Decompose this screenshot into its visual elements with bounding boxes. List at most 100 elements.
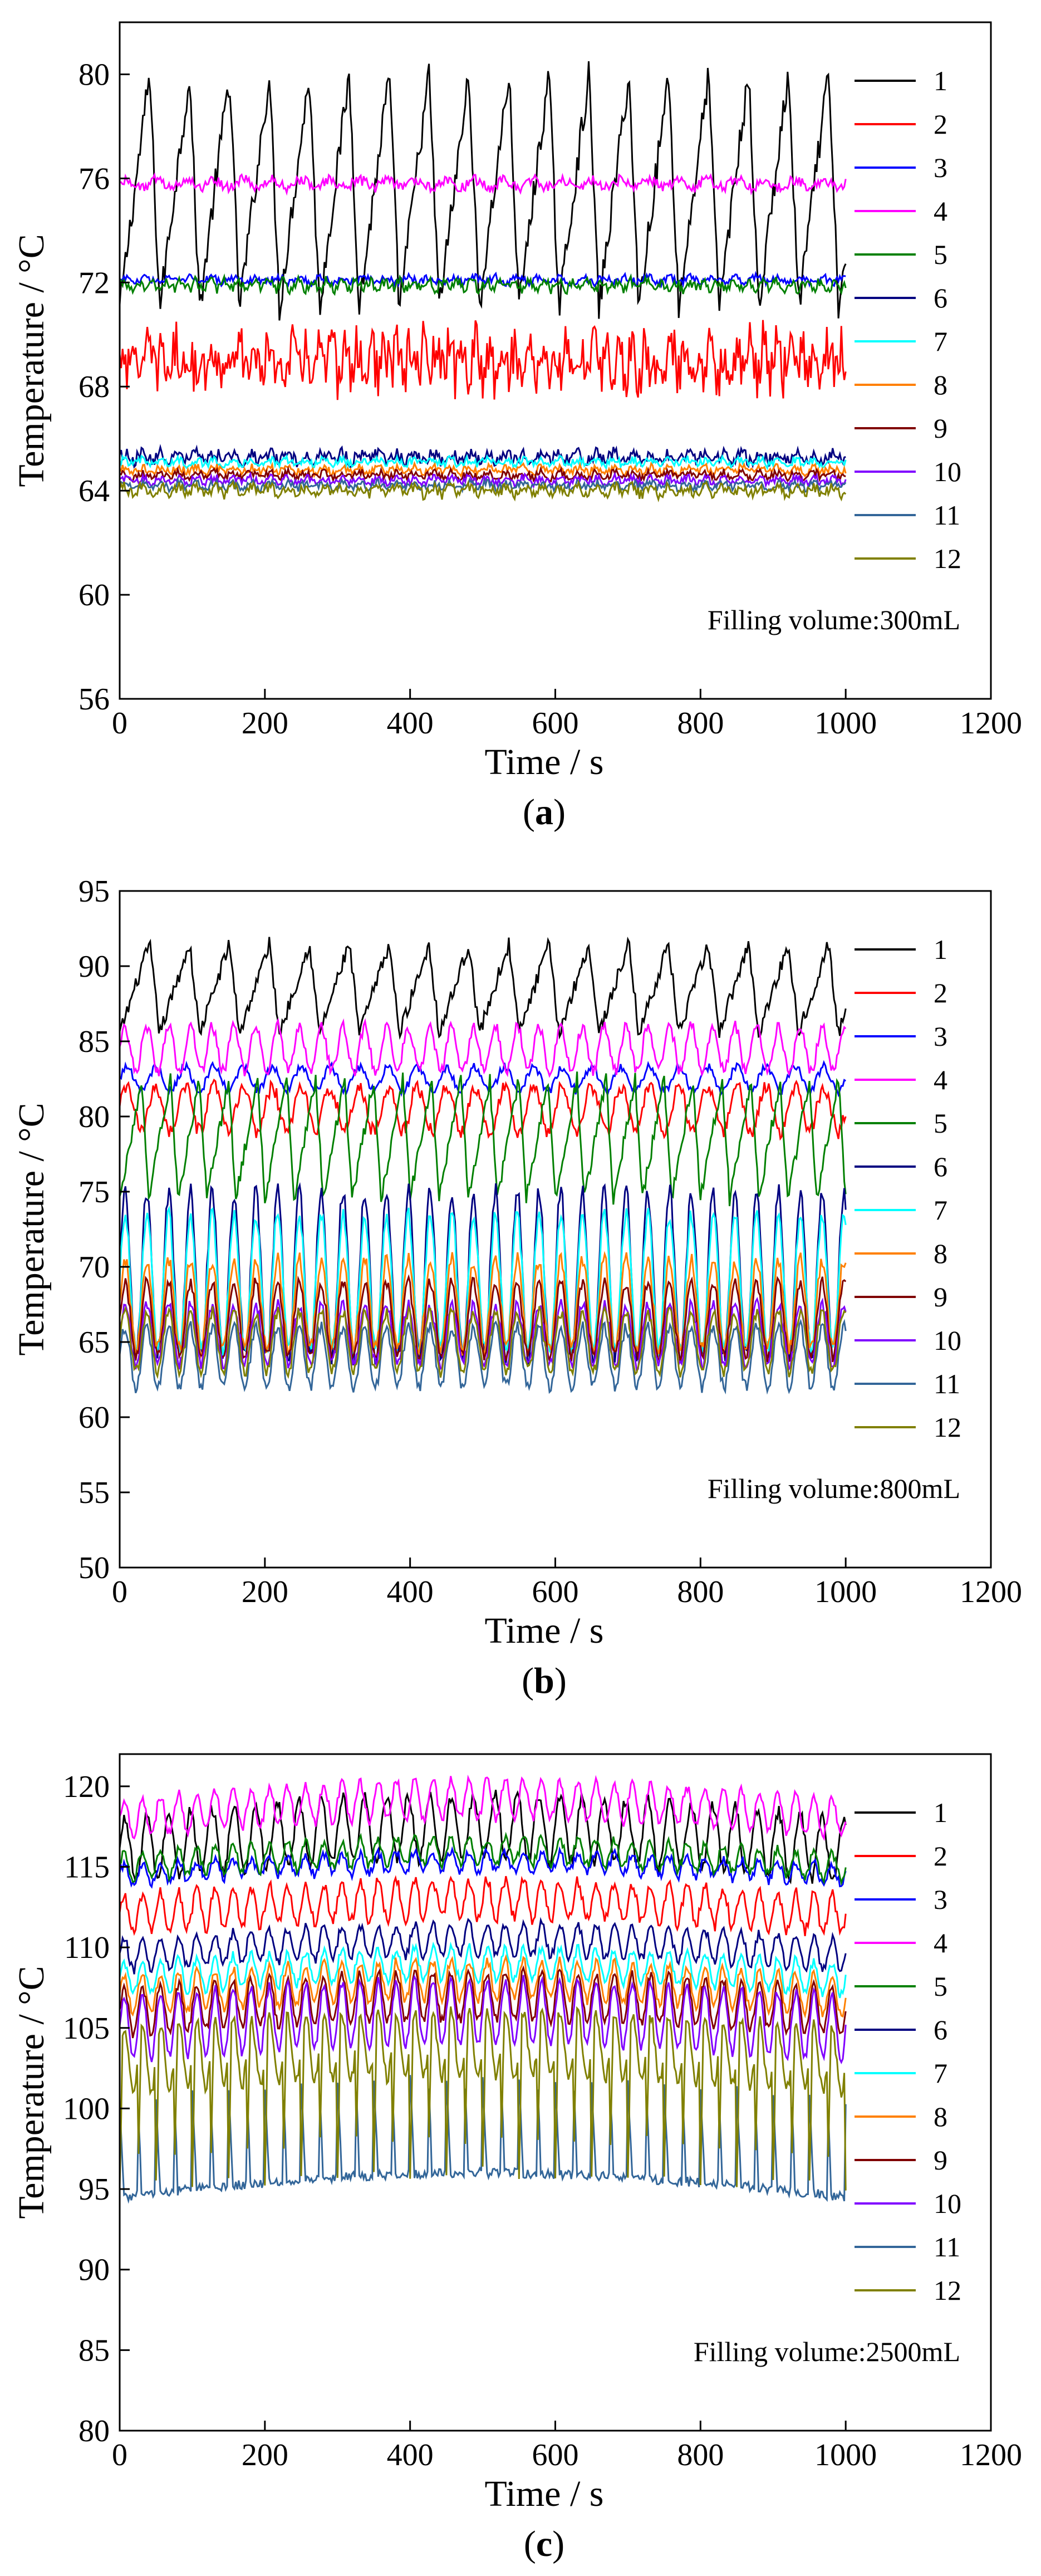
series-line-8 xyxy=(120,1954,847,2019)
x-tick-label: 1200 xyxy=(960,706,1022,741)
y-tick-label: 105 xyxy=(63,2011,110,2046)
series-group xyxy=(120,1774,847,2204)
legend-label-12: 12 xyxy=(934,2275,961,2306)
y-tick-label: 90 xyxy=(78,949,110,984)
y-axis-title: Temperature / °C xyxy=(11,1103,52,1355)
y-tick-label: 75 xyxy=(78,1175,110,1209)
legend-label-10: 10 xyxy=(934,2188,961,2219)
x-tick-label: 1200 xyxy=(960,1575,1022,1609)
legend-label-4: 4 xyxy=(934,1927,947,1958)
legend-label-1: 1 xyxy=(934,1797,947,1828)
series-line-4 xyxy=(120,1774,847,1841)
y-tick-label: 55 xyxy=(78,1476,110,1510)
legend-label-11: 11 xyxy=(934,499,960,531)
series-line-9 xyxy=(120,1274,847,1363)
x-tick-label: 0 xyxy=(112,2438,127,2472)
legend-label-9: 9 xyxy=(934,413,947,444)
legend-label-7: 7 xyxy=(934,1194,947,1226)
legend-label-3: 3 xyxy=(934,152,947,183)
x-tick-label: 0 xyxy=(112,706,127,741)
legend-label-5: 5 xyxy=(934,1108,947,1139)
series-line-5 xyxy=(120,1831,847,1886)
legend-label-2: 2 xyxy=(934,1840,947,1872)
legend-label-9: 9 xyxy=(934,2144,947,2176)
x-tick-label: 1000 xyxy=(814,2438,877,2472)
legend-label-6: 6 xyxy=(934,282,947,314)
x-tick-label: 600 xyxy=(532,1575,579,1609)
legend-label-1: 1 xyxy=(934,934,947,965)
y-tick-label: 64 xyxy=(78,474,110,508)
legend-label-3: 3 xyxy=(934,1021,947,1052)
y-tick-label: 90 xyxy=(78,2253,110,2288)
legend-label-5: 5 xyxy=(934,239,947,270)
legend-label-4: 4 xyxy=(934,195,947,227)
x-tick-label: 1200 xyxy=(960,2438,1022,2472)
y-tick-label: 80 xyxy=(78,1100,110,1134)
series-line-3 xyxy=(120,271,846,289)
y-tick-label: 60 xyxy=(78,578,110,613)
series-line-12 xyxy=(120,2006,847,2191)
x-tick-label: 800 xyxy=(677,2438,724,2472)
legend-label-6: 6 xyxy=(934,1151,947,1182)
series-line-2 xyxy=(120,1875,847,1936)
x-tick-label: 1000 xyxy=(814,1575,877,1609)
y-axis-title: Temperature / °C xyxy=(11,1966,52,2219)
x-tick-label: 1000 xyxy=(814,706,877,741)
panel-caption: (c) xyxy=(524,2524,564,2564)
series-line-5 xyxy=(120,273,847,296)
y-tick-label: 76 xyxy=(78,161,110,196)
legend-label-9: 9 xyxy=(934,1281,947,1313)
series-line-10 xyxy=(120,471,847,489)
y-tick-label: 80 xyxy=(78,2414,110,2448)
filling-volume-annotation: Filling volume:2500mL xyxy=(694,2336,960,2367)
x-axis-title: Time / s xyxy=(485,2474,604,2514)
legend-label-1: 1 xyxy=(934,65,947,96)
legend-label-8: 8 xyxy=(934,2101,947,2132)
series-line-6 xyxy=(120,1917,847,1975)
filling-volume-annotation: Filling volume:800mL xyxy=(708,1473,960,1504)
legend-label-7: 7 xyxy=(934,2058,947,2089)
legend-label-4: 4 xyxy=(934,1064,947,1095)
series-line-4 xyxy=(120,172,847,196)
y-tick-label: 68 xyxy=(78,370,110,404)
y-tick-label: 115 xyxy=(64,1850,110,1885)
legend-label-12: 12 xyxy=(934,543,961,574)
y-tick-label: 95 xyxy=(78,2172,110,2207)
y-tick-label: 80 xyxy=(78,57,110,92)
chart-panel-a: 0 200 400 600 800 1000 120056606468727680Time … xyxy=(11,21,1022,832)
legend-label-7: 7 xyxy=(934,326,947,357)
x-tick-label: 200 xyxy=(242,1575,288,1609)
series-line-1 xyxy=(120,937,847,1040)
y-tick-label: 85 xyxy=(78,2333,110,2368)
legend-label-11: 11 xyxy=(934,2231,960,2262)
series-line-3 xyxy=(120,1060,846,1098)
series-line-5 xyxy=(120,1071,847,1207)
y-tick-label: 85 xyxy=(78,1025,110,1059)
legend-label-5: 5 xyxy=(934,1971,947,2002)
series-line-1 xyxy=(120,1790,847,1884)
series-line-12 xyxy=(120,479,847,503)
legend-label-8: 8 xyxy=(934,1238,947,1269)
series-line-10 xyxy=(120,1974,847,2064)
x-axis-title: Time / s xyxy=(485,742,604,782)
series-line-11 xyxy=(120,2075,847,2204)
y-tick-label: 56 xyxy=(78,682,110,717)
series-line-9 xyxy=(120,1965,847,2039)
series-line-7 xyxy=(120,1941,847,1999)
y-tick-label: 110 xyxy=(64,1931,110,1965)
series-line-12 xyxy=(120,1305,847,1379)
y-tick-label: 50 xyxy=(78,1551,110,1585)
legend-label-3: 3 xyxy=(934,1884,947,1915)
series-line-7 xyxy=(120,453,847,471)
y-tick-label: 95 xyxy=(78,874,110,909)
x-tick-label: 200 xyxy=(242,2438,288,2472)
panel-caption: (b) xyxy=(522,1661,567,1701)
y-axis-title: Temperature / °C xyxy=(11,234,52,487)
legend-label-12: 12 xyxy=(934,1412,961,1443)
legend-label-11: 11 xyxy=(934,1368,960,1399)
series-line-4 xyxy=(120,1017,847,1078)
x-tick-label: 600 xyxy=(532,2438,579,2472)
x-tick-label: 600 xyxy=(532,706,579,741)
x-axis-title: Time / s xyxy=(485,1610,604,1651)
y-tick-label: 60 xyxy=(78,1400,110,1435)
